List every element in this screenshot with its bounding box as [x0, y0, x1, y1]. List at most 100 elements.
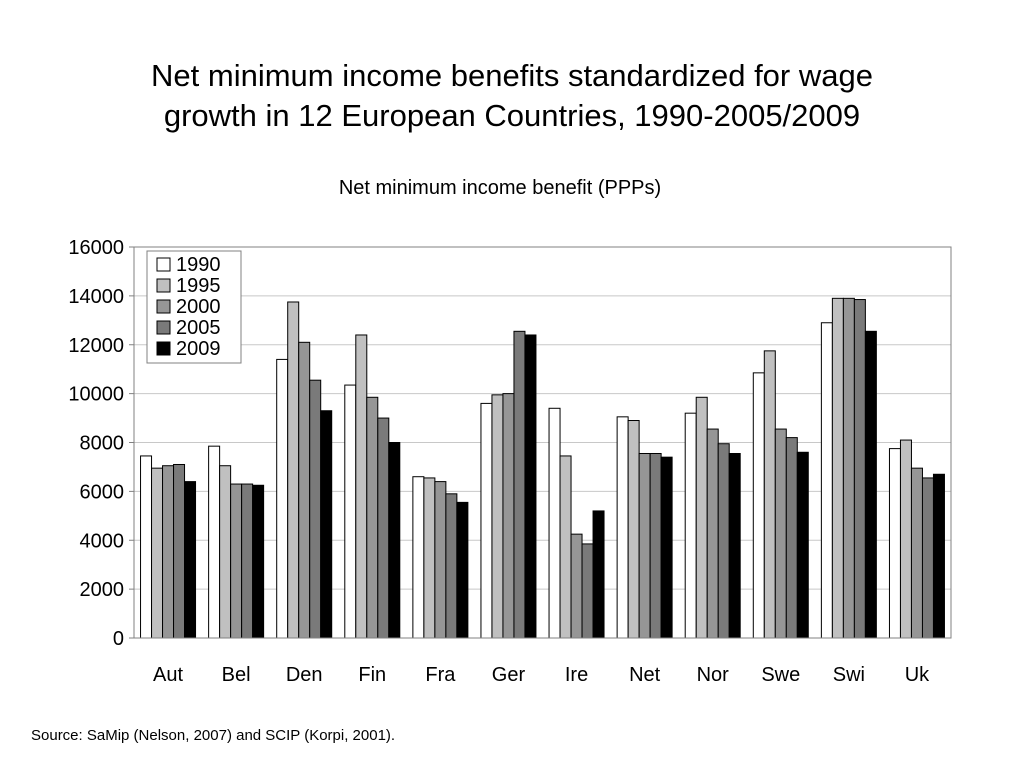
y-tick-label: 0	[113, 628, 124, 650]
bar-net-2009	[660, 456, 673, 639]
bar-fin-1990	[344, 384, 357, 639]
slide-title: Net minimum income benefits standardized…	[0, 56, 1024, 136]
bar-net-1990	[616, 416, 629, 639]
source-note: Source: SaMip (Nelson, 2007) and SCIP (K…	[31, 727, 396, 744]
bar-uk-2000	[910, 467, 923, 639]
bar-fra-2005	[445, 493, 458, 639]
legend-swatch-1990	[156, 257, 171, 272]
bar-uk-1995	[899, 439, 912, 639]
chart-title: Net minimum income benefit (PPPs)	[339, 177, 661, 199]
x-tick-label: Net	[629, 664, 661, 686]
bar-swi-1990	[820, 322, 833, 639]
bar-nor-1990	[684, 412, 697, 639]
legend-label-2005: 2005	[176, 317, 221, 339]
bar-ger-1995	[491, 394, 504, 639]
bar-fra-1995	[423, 477, 436, 639]
bar-den-2000	[298, 341, 311, 639]
y-tick-label: 8000	[80, 433, 125, 455]
bar-bel-2000	[230, 483, 243, 639]
bar-den-1995	[287, 301, 300, 639]
bar-ire-2000	[570, 533, 583, 639]
x-tick-label: Fin	[358, 664, 386, 686]
bars	[140, 297, 945, 639]
bar-aut-2005	[173, 463, 186, 639]
bar-aut-2000	[162, 465, 175, 639]
slide-title-line1: Net minimum income benefits standardized…	[151, 58, 873, 93]
legend-swatch-2009	[156, 341, 171, 356]
bar-ger-2000	[502, 393, 515, 639]
legend-label-2000: 2000	[176, 296, 221, 318]
bar-bel-2009	[252, 484, 265, 639]
x-tick-label: Den	[286, 664, 323, 686]
bar-swi-2005	[853, 299, 866, 639]
x-tick-label: Nor	[697, 664, 730, 686]
bar-den-2005	[309, 379, 322, 639]
y-tick-label: 6000	[80, 481, 125, 503]
bar-fra-2009	[456, 501, 469, 639]
y-tick-label: 4000	[80, 530, 125, 552]
bar-nor-2000	[706, 428, 719, 639]
bar-aut-2009	[184, 481, 197, 639]
bar-fra-2000	[434, 481, 447, 639]
bar-nor-2009	[728, 452, 741, 639]
x-tick-label: Bel	[222, 664, 251, 686]
bar-swe-1990	[752, 372, 765, 639]
bar-uk-2009	[932, 473, 945, 639]
x-tick-label: Fra	[425, 664, 456, 686]
bar-swe-2009	[796, 451, 809, 639]
y-tick-label: 14000	[68, 286, 124, 308]
x-tick-label: Aut	[153, 664, 183, 686]
legend-label-2009: 2009	[176, 338, 221, 360]
plot-border	[133, 246, 952, 639]
bar-den-1990	[276, 358, 289, 639]
bar-fin-2000	[366, 396, 379, 639]
x-axis: Aut Bel Den Fin Fra Ger Ire Net Nor Swe Swi Uk	[153, 664, 930, 686]
bar-fra-1990	[412, 476, 425, 639]
x-tick-label: Ger	[492, 664, 526, 686]
legend-swatch-2000	[156, 299, 171, 314]
legend-label-1990: 1990	[176, 254, 221, 276]
bar-net-2005	[649, 452, 662, 639]
bar-aut-1995	[151, 467, 164, 639]
bar-fin-2009	[388, 442, 401, 639]
bar-ger-2009	[524, 334, 537, 639]
bar-fin-1995	[355, 334, 368, 639]
legend-label-1995: 1995	[176, 275, 221, 297]
bar-ger-1990	[480, 402, 493, 639]
legend-swatch-1995	[156, 278, 171, 293]
bar-net-2000	[638, 452, 651, 639]
bar-nor-1995	[695, 396, 708, 639]
x-tick-label: Swi	[833, 664, 865, 686]
bar-nor-2005	[717, 443, 730, 639]
y-tick-label: 2000	[80, 579, 125, 601]
x-tick-label: Uk	[905, 664, 930, 686]
bar-swi-2009	[864, 330, 877, 639]
bar-uk-1990	[888, 448, 901, 639]
bar-swi-2000	[842, 297, 855, 639]
y-tick-label: 12000	[68, 335, 124, 357]
y-axis: 0 2000 4000 6000 8000 10000 12000 14000 16000	[68, 237, 134, 650]
bar-swe-2005	[785, 437, 798, 639]
gridlines	[134, 295, 951, 590]
bar-swe-1995	[763, 350, 776, 639]
bar-ire-2009	[592, 510, 605, 639]
bar-ire-1995	[559, 455, 572, 639]
bar-net-1995	[627, 420, 640, 639]
x-tick-label: Swe	[761, 664, 800, 686]
bar-bel-2005	[241, 483, 254, 639]
legend-swatch-2005	[156, 320, 171, 335]
bar-aut-1990	[140, 455, 153, 639]
bar-swe-2000	[774, 428, 787, 639]
bar-fin-2005	[377, 417, 390, 639]
bar-bel-1990	[208, 445, 221, 639]
bar-uk-2005	[921, 477, 934, 639]
bar-ire-2005	[581, 543, 594, 639]
y-tick-label: 16000	[68, 237, 124, 259]
bar-den-2009	[320, 410, 333, 639]
bar-bel-1995	[219, 465, 232, 639]
slide-title-line2: growth in 12 European Countries, 1990-20…	[163, 98, 861, 133]
bar-ire-1990	[548, 407, 561, 639]
bar-ger-2005	[513, 330, 526, 639]
